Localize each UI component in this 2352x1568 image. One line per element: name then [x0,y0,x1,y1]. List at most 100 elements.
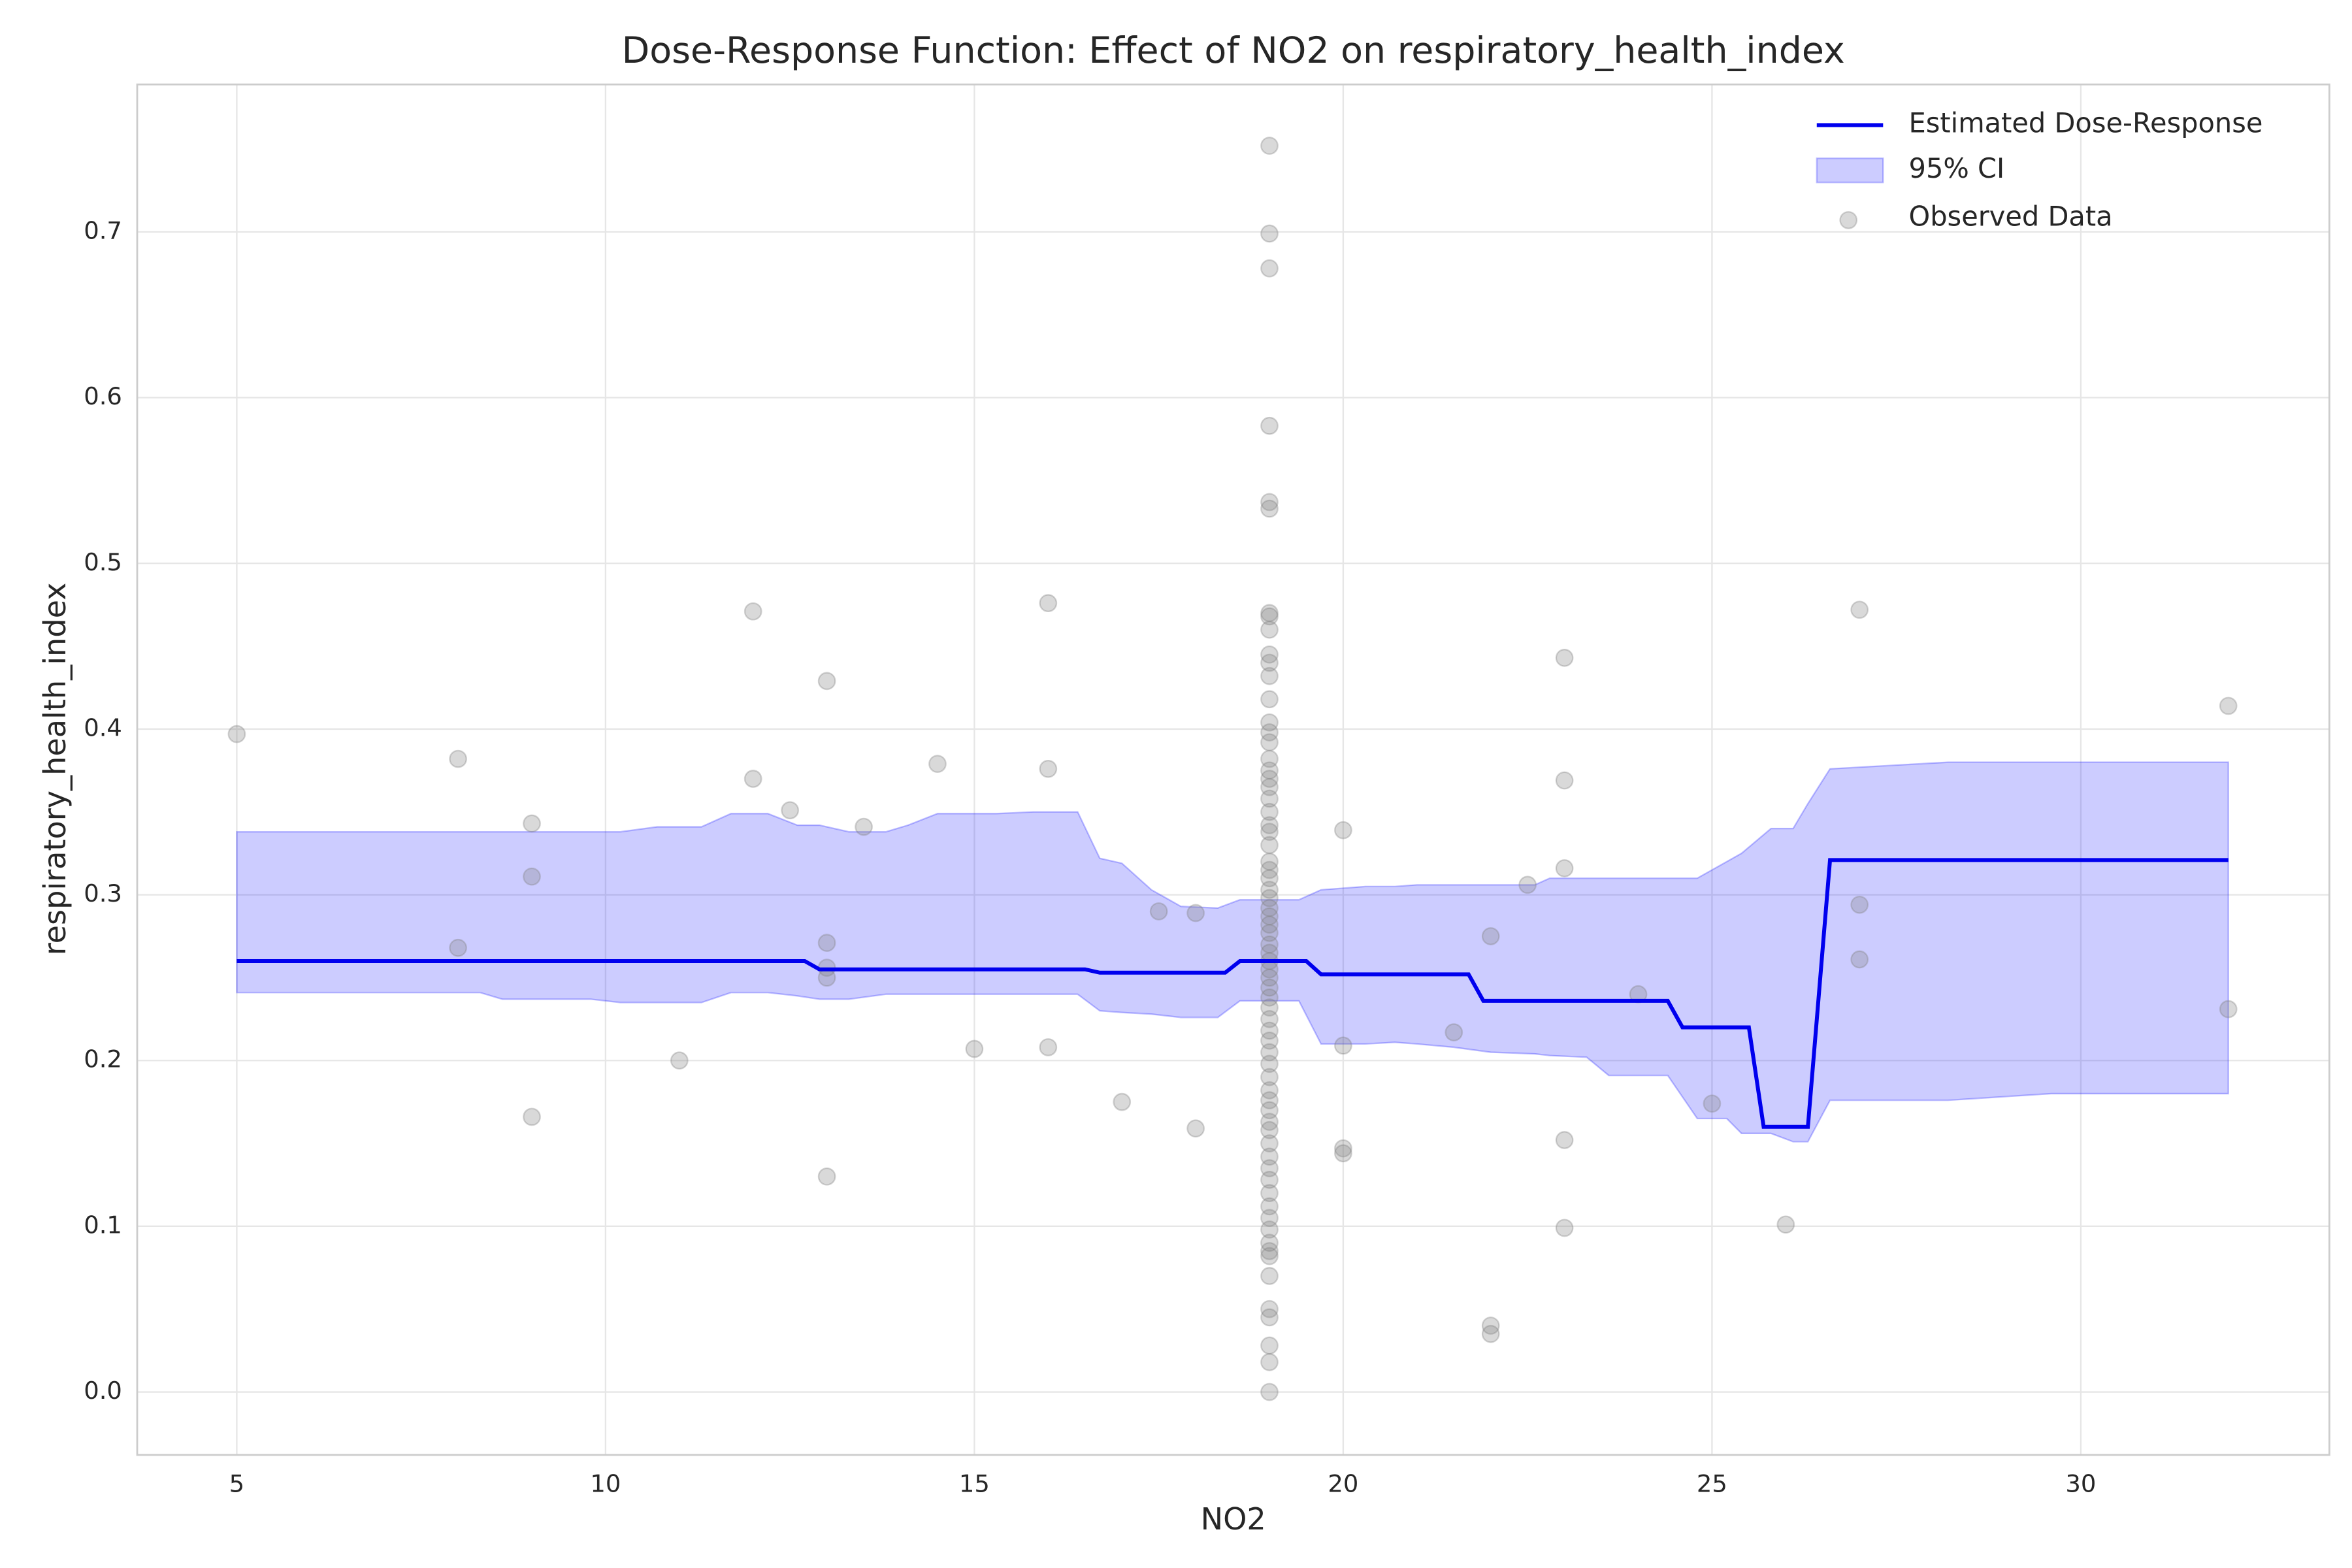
data-point [1260,1247,1279,1266]
response-line [237,858,2229,1129]
data-point [1260,723,1279,742]
data-point [817,1167,836,1186]
data-point [1260,607,1279,626]
y-tick-label: 0.7 [84,216,122,244]
data-point [1039,594,1058,613]
legend-label: Observed Data [1909,201,2113,233]
data-point [1260,1031,1279,1050]
data-point [1113,1092,1132,1111]
data-point [1260,1382,1279,1401]
data-point [1149,902,1168,921]
data-point [1555,771,1574,790]
data-point [1260,645,1279,664]
data-point [1260,761,1279,780]
data-point [1260,802,1279,821]
data-point [1260,1113,1279,1131]
data-point [523,1107,541,1126]
y-tick-label: 0.2 [84,1045,122,1073]
data-point [1850,600,1869,619]
data-point [1260,968,1279,987]
data-point [1260,1220,1279,1239]
data-point [1260,604,1279,623]
data-point [1776,1215,1795,1234]
data-point [1260,915,1279,934]
data-point [1260,924,1279,942]
data-point [1555,1131,1574,1149]
data-point [227,725,246,743]
data-point [1260,416,1279,435]
data-point [1260,1267,1279,1285]
confidence-band [236,761,2229,1143]
x-tick-label: 25 [1697,1470,1727,1498]
data-point [1555,649,1574,667]
data-point [1260,1068,1279,1086]
data-point [1850,950,1869,969]
data-point [1260,1054,1279,1073]
x-tick-label: 20 [1328,1470,1358,1498]
data-point [1260,1159,1279,1177]
y-tick-label: 0.5 [84,548,122,576]
data-point [1260,869,1279,888]
data-point [1260,1009,1279,1028]
data-point [1850,895,1869,914]
data-point [743,602,762,621]
y-axis-label: respiratory_health_index [37,583,73,956]
data-point [1260,493,1279,512]
data-point [1518,875,1537,894]
data-point [1260,907,1279,926]
data-point [1260,620,1279,639]
data-point [1260,1021,1279,1040]
data-point [1260,1184,1279,1203]
data-point [1260,1147,1279,1166]
data-point [1260,816,1279,834]
data-point [1260,1308,1279,1327]
data-point [1260,777,1279,796]
data-point [1260,499,1279,518]
data-point [1039,759,1058,778]
plot-frame [136,83,2330,1456]
data-point [1481,1316,1500,1335]
data-point [1260,789,1279,808]
data-point [1039,1038,1058,1056]
data-point [1334,1139,1352,1158]
x-axis-label: NO2 [1201,1501,1266,1537]
data-point [1260,1209,1279,1228]
chart-title: Dose-Response Function: Effect of NO2 on… [622,30,1845,72]
data-point [1260,853,1279,871]
data-point [1260,733,1279,752]
data-point [928,755,947,774]
data-point [1260,1081,1279,1100]
data-point [2219,696,2238,715]
y-tick-label: 0.3 [84,879,122,907]
legend-swatch [1816,157,1884,184]
data-point [523,867,541,886]
data-point [449,938,467,957]
data-point [1260,836,1279,855]
data-point [1260,1299,1279,1318]
data-point [1186,904,1205,923]
legend-marker [1839,211,1858,229]
data-point [1555,1218,1574,1237]
y-tick-label: 0.4 [84,713,122,742]
data-point [1334,821,1352,840]
data-point [1260,1233,1279,1252]
data-point [1260,653,1279,672]
data-point [1334,1036,1352,1055]
data-point [1260,137,1279,155]
data-point [817,672,836,691]
data-point [1260,1134,1279,1152]
data-point [781,801,800,820]
data-point [1260,713,1279,732]
data-point [1260,1353,1279,1371]
data-point [1260,881,1279,899]
data-point [1260,1197,1279,1216]
data-point [817,934,836,952]
data-point [1186,1119,1205,1138]
data-point [1260,690,1279,709]
data-point [1481,927,1500,945]
y-tick-label: 0.0 [84,1377,122,1405]
data-point [670,1051,689,1070]
data-point [1260,259,1279,278]
